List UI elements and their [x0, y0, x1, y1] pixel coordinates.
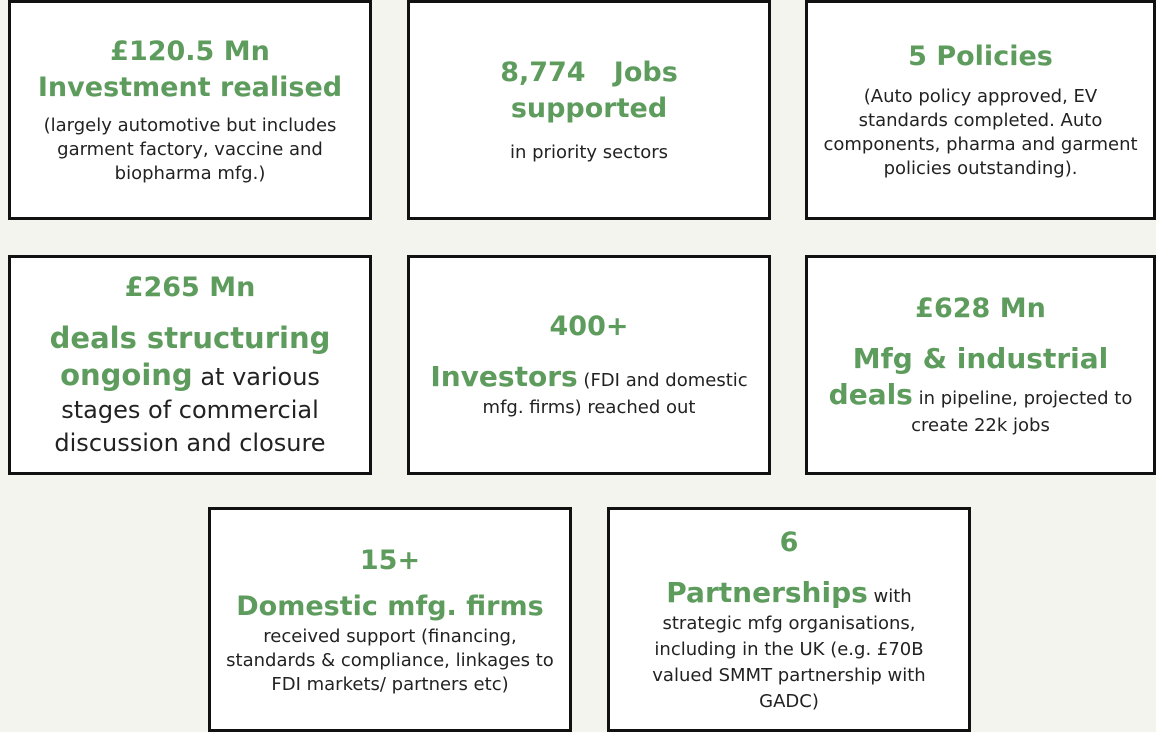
- title: Investors: [430, 360, 578, 393]
- text: (largely automotive but includes garment…: [43, 115, 337, 184]
- card: £628 Mn Mfg & industrial deals in pipeli…: [805, 255, 1156, 475]
- card: 6 Partnerships with strategic mfg organi…: [607, 507, 971, 732]
- headline: 15+: [359, 544, 421, 576]
- text: in priority sectors: [509, 142, 668, 163]
- title: Mfg & industrial deals: [828, 342, 1118, 411]
- card: 8,774 Jobs supported in priority sectors: [407, 0, 771, 220]
- title: 8,774 Jobs supported: [500, 57, 688, 124]
- card: £120.5 Mn Investment realised (largely a…: [8, 0, 372, 220]
- headline: £120.5 Mn: [110, 36, 270, 67]
- headline: £628 Mn: [915, 293, 1046, 324]
- title: Domestic mfg. firms: [236, 590, 544, 622]
- title: Partnerships: [666, 575, 868, 609]
- title: deals structuring ongoing: [49, 321, 341, 392]
- title: Investment realised: [37, 72, 343, 103]
- card: 15+ Domestic mfg. firms received support…: [208, 507, 572, 732]
- title: 5 Policies: [908, 41, 1053, 72]
- text: in pipeline, projected to create 22k job…: [911, 388, 1133, 436]
- headline: 6: [779, 526, 799, 558]
- card: 400+ Investors (FDI and domestic mfg. fi…: [407, 255, 771, 475]
- headline: 400+: [549, 311, 629, 342]
- text: (FDI and domestic mfg. firms) reached ou…: [482, 370, 748, 418]
- headline: £265 Mn: [124, 272, 256, 303]
- text: received support (financing, standards &…: [226, 625, 554, 695]
- card: 5 Policies (Auto policy approved, EV sta…: [805, 0, 1156, 220]
- card: £265 Mn deals structuring ongoing at var…: [8, 255, 372, 475]
- text: with strategic mfg organisations, includ…: [652, 585, 926, 712]
- text: at various stages of commercial discussi…: [54, 363, 326, 457]
- text: (Auto policy approved, EV standards comp…: [823, 86, 1138, 179]
